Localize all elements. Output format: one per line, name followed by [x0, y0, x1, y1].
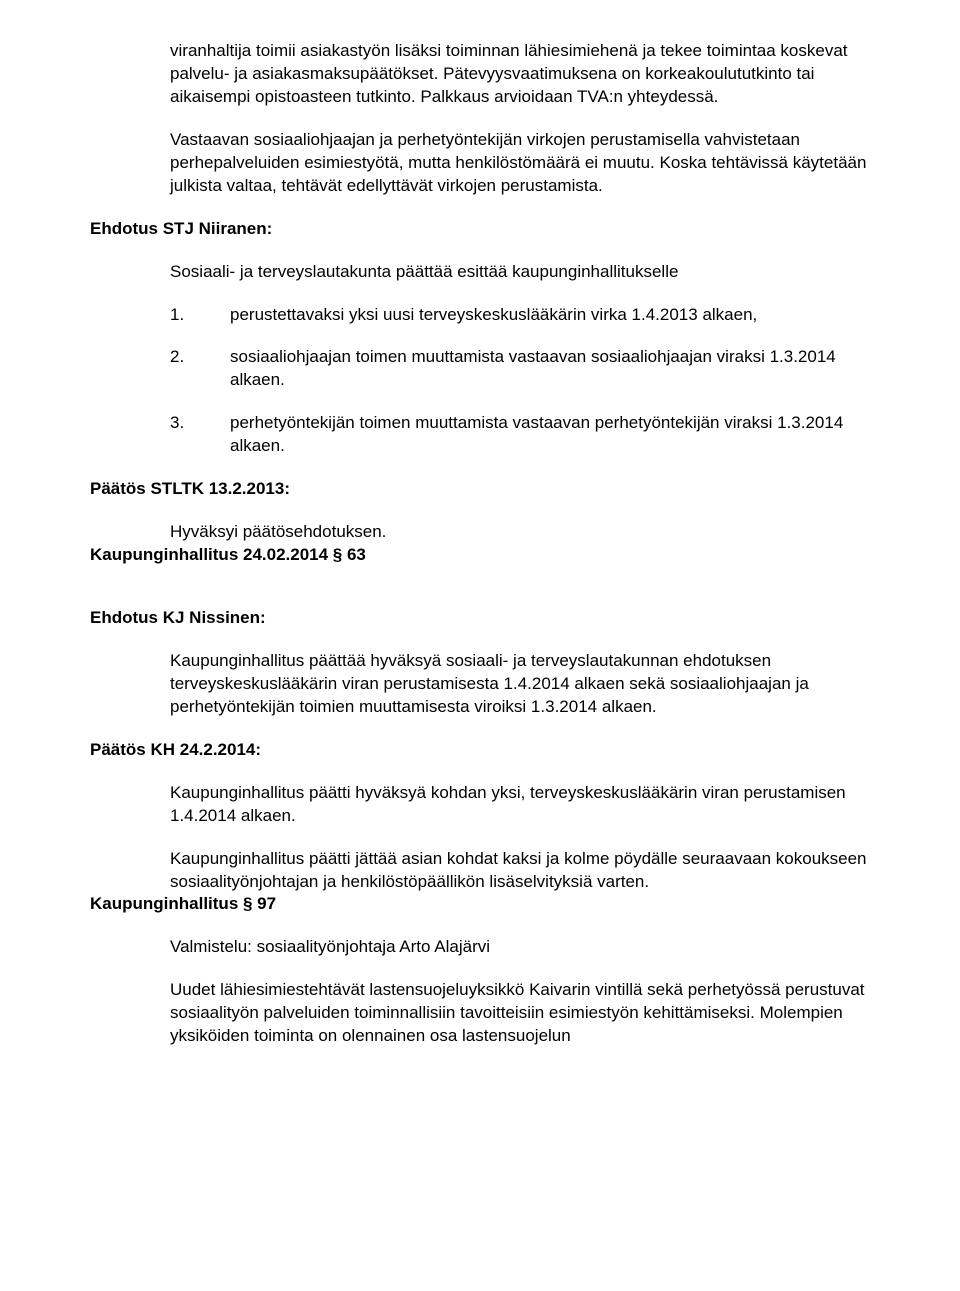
- list-number-3: 3.: [170, 412, 230, 458]
- list-body-1: perustettavaksi yksi uusi terveyskeskusl…: [230, 304, 870, 327]
- heading-ehdotus-kj: Ehdotus KJ Nissinen:: [90, 607, 870, 630]
- paragraph-kh-decision-2: Kaupunginhallitus päätti jättää asian ko…: [170, 848, 870, 894]
- paragraph-uudet: Uudet lähiesimiestehtävät lastensuojeluy…: [170, 979, 870, 1048]
- paragraph-intro-2: Vastaavan sosiaaliohjaajan ja perhetyönt…: [170, 129, 870, 198]
- heading-paatos-kh: Päätös KH 24.2.2014:: [90, 739, 870, 762]
- list-item-1: 1. perustettavaksi yksi uusi terveyskesk…: [170, 304, 870, 327]
- list-body-2: sosiaaliohjaajan toimen muuttamista vast…: [230, 346, 870, 392]
- paragraph-valmistelu: Valmistelu: sosiaalityönjohtaja Arto Ala…: [170, 936, 870, 959]
- paragraph-proposal-lead: Sosiaali- ja terveyslautakunta päättää e…: [170, 261, 870, 284]
- heading-kaupunginhallitus-97: Kaupunginhallitus § 97: [90, 893, 870, 916]
- list-item-3: 3. perhetyöntekijän toimen muuttamista v…: [170, 412, 870, 458]
- list-item-2: 2. sosiaaliohjaajan toimen muuttamista v…: [170, 346, 870, 392]
- paragraph-kh-decision-1: Kaupunginhallitus päätti hyväksyä kohdan…: [170, 782, 870, 828]
- heading-kaupunginhallitus-63: Kaupunginhallitus 24.02.2014 § 63: [90, 544, 870, 567]
- paragraph-approved: Hyväksyi päätösehdotuksen.: [170, 521, 870, 544]
- list-number-2: 2.: [170, 346, 230, 392]
- list-number-1: 1.: [170, 304, 230, 327]
- paragraph-intro-1: viranhaltija toimii asiakastyön lisäksi …: [170, 40, 870, 109]
- heading-paatos-stltk: Päätös STLTK 13.2.2013:: [90, 478, 870, 501]
- heading-ehdotus-stj: Ehdotus STJ Niiranen:: [90, 218, 870, 241]
- paragraph-kj-proposal: Kaupunginhallitus päättää hyväksyä sosia…: [170, 650, 870, 719]
- list-body-3: perhetyöntekijän toimen muuttamista vast…: [230, 412, 870, 458]
